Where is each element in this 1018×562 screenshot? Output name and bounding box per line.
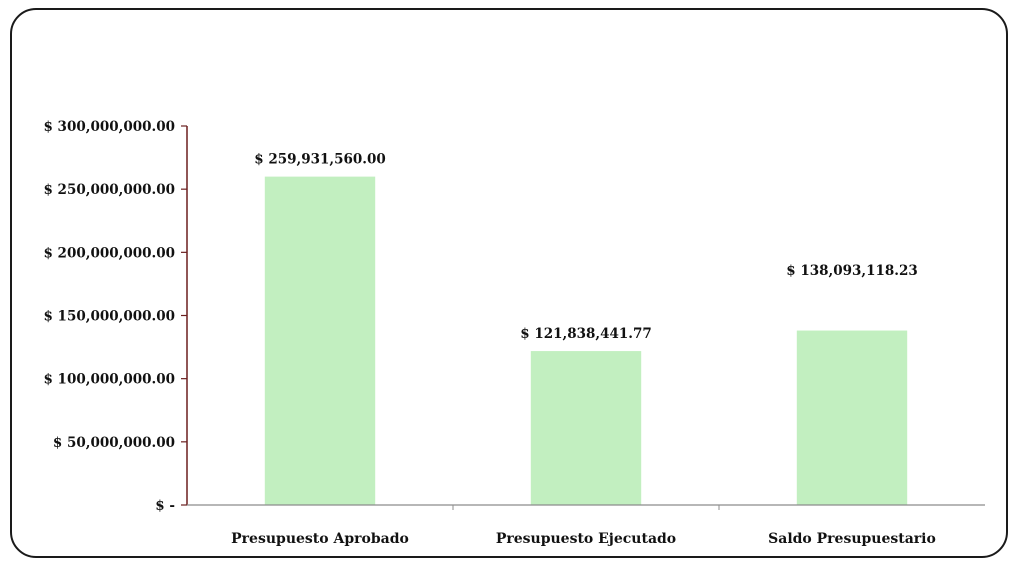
data-label-3: $ 138,093,118.23 bbox=[786, 263, 918, 279]
bars: $ 259,931,560.00 $ 121,838,441.77 $ 138,09… bbox=[254, 152, 918, 505]
category-label-3: Saldo Presupuestario bbox=[768, 531, 936, 547]
y-tick-label: $ - bbox=[155, 498, 175, 514]
category-label-1: Presupuesto Aprobado bbox=[231, 531, 409, 547]
y-tick-label: $ 250,000,000.00 bbox=[43, 182, 175, 198]
data-label-1: $ 259,931,560.00 bbox=[254, 152, 386, 168]
y-tick-label: $ 150,000,000.00 bbox=[43, 309, 175, 325]
data-label-2: $ 121,838,441.77 bbox=[520, 326, 652, 342]
y-tick-label: $ 300,000,000.00 bbox=[43, 119, 175, 135]
category-label-2: Presupuesto Ejecutado bbox=[496, 531, 676, 547]
y-tick-label: $ 200,000,000.00 bbox=[43, 245, 175, 261]
bar-2 bbox=[530, 351, 642, 505]
y-tick-label: $ 50,000,000.00 bbox=[53, 435, 175, 451]
bar-1 bbox=[264, 176, 376, 505]
bar-3 bbox=[796, 330, 908, 505]
y-axis: $ - $ 50,000,000.00 $ 100,000,000.00 $ 150,… bbox=[43, 119, 188, 514]
x-axis: Presupuesto Aprobado Presupuesto Ejecutad… bbox=[187, 504, 985, 547]
y-tick-label: $ 100,000,000.00 bbox=[43, 372, 175, 388]
